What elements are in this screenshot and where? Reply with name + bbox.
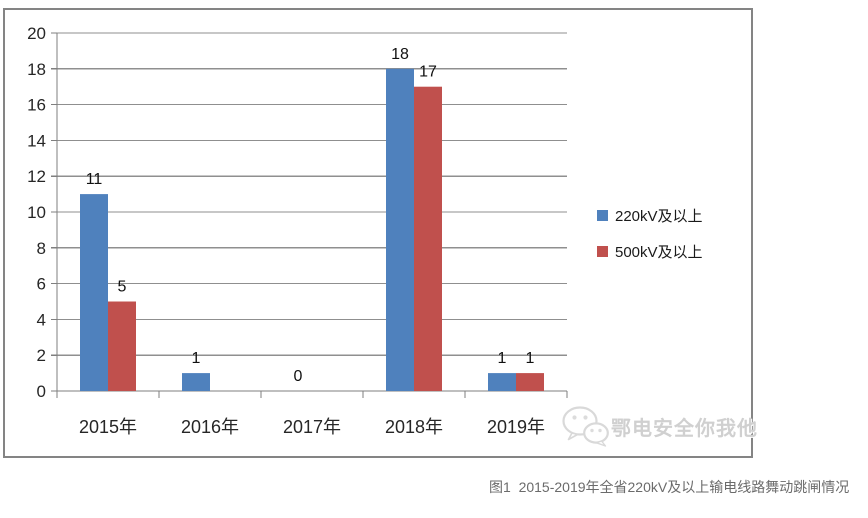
watermark-text: 鄂电安全你我他: [611, 417, 758, 440]
legend-label-500kv: 500kV及以上: [615, 244, 703, 261]
figure-caption: 图1 2015-2019年全省220kV及以上输电线路舞动跳闸情况: [489, 479, 850, 495]
data-label: 1: [526, 350, 535, 367]
y-tick-label: 20: [27, 24, 46, 43]
wechat-icon: [562, 406, 609, 447]
y-tick-label: 2: [37, 346, 46, 365]
bar-2019年-s0: [488, 373, 516, 391]
x-tick-label: 2018年: [385, 417, 443, 437]
x-tick-label: 2017年: [283, 417, 341, 437]
data-label: 18: [391, 46, 409, 63]
chart-frame: 0 2 4 6 8 10 12 14 16 18 20 2015年 2016年 2017年 2018年 201…: [3, 8, 757, 458]
y-tick-label: 16: [27, 96, 46, 115]
legend-item-500kv: 500kV及以上: [597, 243, 703, 261]
watermark: 鄂电安全你我他: [561, 404, 758, 448]
bar-2019年-s1: [516, 373, 544, 391]
bar-2016年-s0: [182, 373, 210, 391]
x-tick-label: 2016年: [181, 417, 239, 437]
data-label: 0: [294, 368, 303, 385]
y-tick-label: 4: [37, 310, 46, 329]
chart-legend: 220kV及以上 500kV及以上: [597, 207, 703, 261]
data-label: 11: [86, 171, 103, 188]
bar-2018年-s1: [414, 86, 442, 391]
y-tick-label: 6: [37, 275, 46, 294]
legend-swatch-500kv-icon: [597, 246, 608, 257]
data-label: 5: [118, 279, 127, 296]
legend-item-220kv: 220kV及以上: [597, 207, 703, 225]
y-tick-label: 8: [37, 239, 46, 258]
data-label: 1: [498, 350, 507, 367]
bar-2018年-s0: [386, 68, 414, 392]
y-tick-label: 14: [27, 131, 46, 150]
y-tick-label: 10: [27, 203, 46, 222]
y-tick-label: 18: [27, 60, 46, 79]
y-tick-label: 0: [37, 382, 46, 401]
data-label: 1: [192, 350, 201, 367]
bar-2015年-s1: [108, 301, 136, 391]
bar-2015年-s0: [80, 194, 108, 391]
data-label: 17: [419, 64, 437, 81]
y-tick-label: 12: [27, 167, 46, 186]
x-tick-label: 2015年: [79, 417, 137, 437]
legend-swatch-220kv-icon: [597, 210, 608, 221]
legend-label-220kv: 220kV及以上: [615, 208, 703, 225]
x-tick-label: 2019年: [487, 417, 545, 437]
